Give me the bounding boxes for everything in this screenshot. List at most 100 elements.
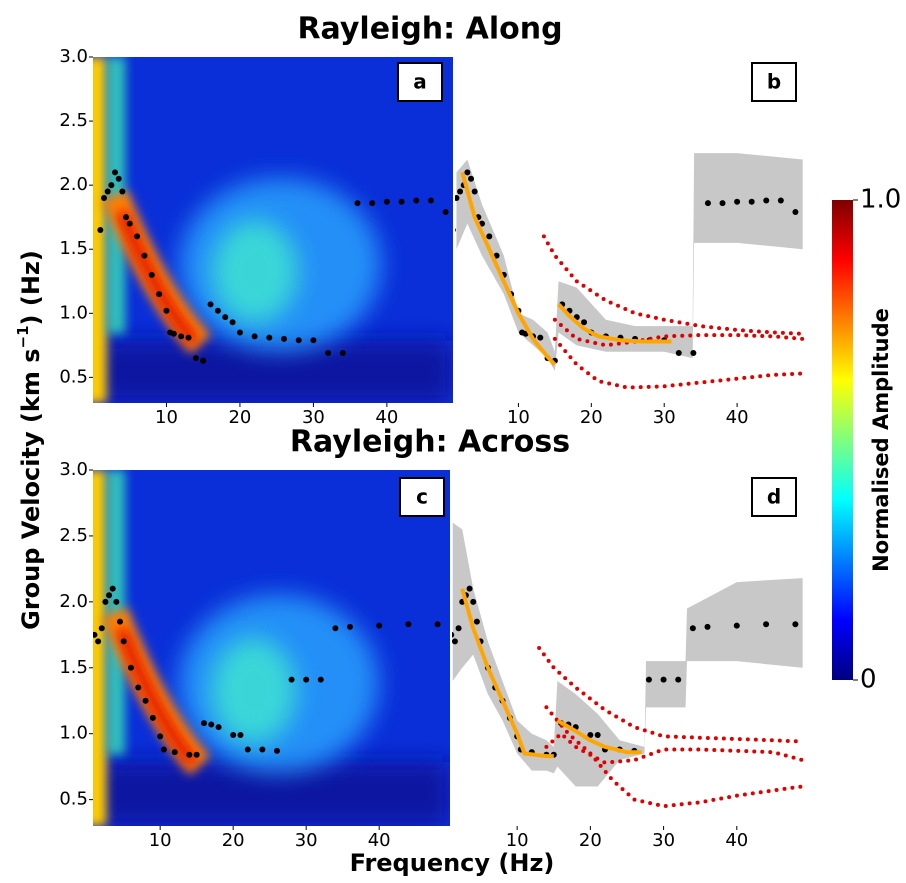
pick-point	[704, 200, 711, 207]
panel-label-box	[399, 477, 445, 517]
pick-point	[470, 598, 477, 605]
x-tick-label: 30	[653, 407, 676, 428]
pick-point	[466, 585, 473, 592]
pick-point	[748, 198, 755, 205]
y-tick-label: 1.0	[59, 302, 88, 323]
panel-title: Rayleigh: Across	[290, 425, 570, 460]
y-label-part: Group Velocity (km s	[17, 348, 45, 629]
pick-point	[157, 733, 164, 740]
model-curve	[537, 646, 805, 744]
pick-point	[126, 220, 133, 227]
y-tick-label: 1.0	[59, 723, 88, 744]
pick-point	[109, 585, 116, 592]
pick-point	[486, 233, 493, 240]
pick-point	[452, 638, 458, 645]
pick-point	[594, 732, 601, 739]
colorbar-tick-label: 0	[860, 665, 877, 695]
pick-point	[193, 751, 200, 758]
pick-point	[222, 314, 229, 321]
heatmap-ridge-core	[116, 628, 197, 766]
pick-point	[237, 732, 244, 739]
model-curve	[541, 234, 805, 336]
pick-point	[464, 169, 471, 176]
x-tick-label: 20	[222, 830, 245, 851]
pick-point	[117, 618, 124, 625]
panel: 10 20 30 40 0.5 1.0 1.5 2.0 2.5 3.0 Rayleigh: Alon…	[59, 12, 562, 429]
pick-point	[675, 676, 682, 683]
heatmap-ridge-core	[117, 210, 198, 344]
pick-point	[120, 638, 127, 645]
pick-point	[689, 625, 696, 632]
pick-point	[186, 751, 193, 758]
pick-point	[777, 197, 784, 204]
pick-point	[104, 188, 111, 195]
colorbar-tick-label: 1.0	[860, 185, 901, 215]
y-tick-label: 2.0	[59, 174, 88, 195]
pick-point	[303, 676, 310, 683]
pick-point	[452, 631, 455, 638]
pick-point	[163, 307, 170, 314]
plot-area	[93, 57, 453, 403]
model-curve	[544, 705, 805, 809]
panel-label: b	[767, 70, 781, 94]
x-tick-label: 20	[228, 407, 251, 428]
pick-point	[113, 598, 120, 605]
pick-point	[229, 319, 236, 326]
fit-curve	[460, 588, 642, 759]
pick-point	[115, 175, 122, 182]
y-tick-label: 1.5	[59, 657, 88, 678]
pick-point	[112, 169, 119, 176]
heatmap-strip	[93, 470, 107, 826]
y-tick-label: 0.5	[59, 366, 88, 387]
pick-point	[581, 319, 588, 326]
y-tick-label: 2.0	[59, 591, 88, 612]
pick-point	[471, 188, 478, 195]
pick-point	[214, 307, 221, 314]
pick-point	[106, 592, 113, 599]
pick-point	[273, 747, 280, 754]
pick-point	[170, 330, 177, 337]
pick-point	[95, 638, 102, 645]
x-tick-label: 20	[580, 407, 603, 428]
pick-point	[455, 625, 462, 632]
pick-point	[141, 252, 148, 259]
pick-point	[405, 621, 412, 628]
pick-point	[413, 197, 420, 204]
pick-point	[537, 334, 544, 341]
pick-point	[733, 622, 740, 629]
pick-point	[236, 329, 243, 336]
plot-area	[93, 470, 450, 826]
pick-point	[98, 625, 105, 632]
x-tick-label: 10	[155, 407, 178, 428]
pick-point	[160, 746, 167, 753]
pick-point	[192, 355, 199, 362]
panel: 10 20 30 40 b	[455, 62, 805, 428]
panel: 10 20 30 40 0.5 1.0 1.5 2.0 2.5 3.0 Rayleigh: Acro…	[59, 425, 570, 852]
panel-label: c	[416, 485, 428, 509]
pick-point	[457, 188, 464, 195]
pick-point	[208, 721, 215, 728]
x-tick-label: 40	[725, 830, 748, 851]
pick-point	[149, 714, 156, 721]
pick-point	[244, 746, 251, 753]
pick-point	[468, 175, 475, 182]
y-axis-label: Group Velocity (km s−1) (Hz)	[14, 250, 46, 630]
plot-area	[455, 153, 805, 390]
x-tick-label: 30	[652, 830, 675, 851]
heatmap-low	[93, 340, 453, 403]
pick-point	[455, 227, 456, 233]
colorbar-label: Normalised Amplitude	[869, 308, 893, 572]
y-tick-label: 1.5	[59, 238, 88, 259]
pick-point	[310, 337, 317, 344]
pick-point	[792, 209, 799, 216]
uncertainty-band	[456, 153, 803, 371]
y-tick-label: 2.5	[59, 110, 88, 131]
pick-point	[792, 621, 799, 628]
pick-point	[442, 209, 449, 216]
panel-label-box	[751, 477, 797, 517]
pick-point	[763, 197, 770, 204]
x-tick-label: 30	[302, 407, 325, 428]
pick-point	[200, 720, 207, 727]
pick-point	[369, 200, 376, 207]
